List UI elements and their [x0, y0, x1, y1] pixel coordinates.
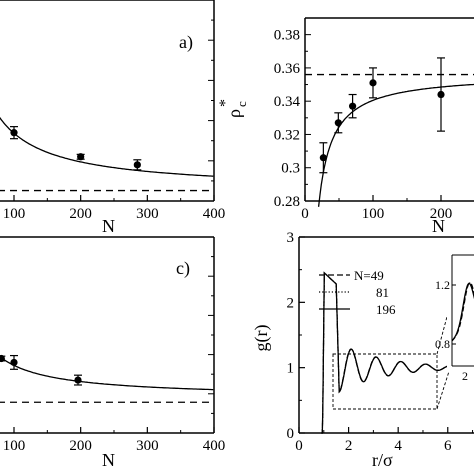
panel-b-ylabel: ρ c *	[217, 99, 249, 118]
a-xtick-label-400: 400	[203, 206, 226, 222]
panel-c-fit-curve	[0, 355, 214, 391]
b-ytick-label-0.38: 0.38	[274, 28, 300, 44]
c-xtick-label-300: 300	[136, 438, 159, 454]
b-xtick-label-0: 0	[301, 206, 309, 222]
d-xtick-label-4: 4	[394, 438, 402, 454]
b-ytick-label-0.36: 0.36	[274, 61, 301, 77]
a-xtick-label-100: 100	[3, 206, 26, 222]
legend-label-n81: 81	[376, 285, 389, 300]
a-xtick-label-300: 300	[136, 206, 159, 222]
legend-label-n49: N=49	[354, 268, 384, 283]
c-point-1	[0, 354, 5, 363]
c-point-2	[10, 358, 18, 367]
b-point-4	[437, 90, 445, 99]
a-point-1	[77, 153, 85, 161]
c-xtick-label-200: 200	[69, 438, 92, 454]
c-xtick-label-100: 100	[3, 438, 26, 454]
panel-a-fit-curve	[0, 116, 214, 177]
b-ytick-label-0.34: 0.34	[274, 94, 301, 110]
d-xtick-label-2: 2	[345, 438, 353, 454]
panel-d-inset-ytick-label-high: 1.2	[435, 278, 450, 292]
panel-c: 100 200 300 400 c) N	[0, 236, 226, 470]
panel-c-tag: c)	[176, 258, 190, 279]
d-ytick-label-2: 2	[287, 295, 295, 311]
panel-b-ylabel-sub: c	[234, 101, 249, 107]
d-ytick-label-1: 1	[287, 361, 295, 377]
b-xtick-label-200: 200	[430, 206, 453, 222]
panel-d-inset-ytick-label-low: 0.8	[435, 337, 450, 351]
a-xtick-label-200: 200	[69, 206, 92, 222]
b-point-2	[349, 102, 357, 110]
panel-a-xlabel: N	[102, 216, 115, 236]
panel-d: 0 2 4 6 0 1 2 3 1.2 0.8 2 N=49 81	[251, 230, 474, 470]
b-point-1	[334, 119, 342, 127]
b-point-0	[319, 154, 327, 162]
b-ytick-label-0.32: 0.32	[274, 127, 300, 143]
panel-b-ylabel-sup: *	[217, 99, 234, 107]
b-xtick-label-100: 100	[362, 206, 385, 222]
panel-b-xlabel: N	[432, 216, 445, 236]
panel-b: 0 100 200 0.28 0.3 0.32 0.34 0.36 0.38 N ρ c *	[217, 17, 474, 236]
panel-d-legend: N=49 81 196	[319, 268, 396, 317]
panel-c-xlabel: N	[102, 450, 115, 470]
panel-b-ylabel-rho: ρ	[224, 109, 244, 118]
b-point-3	[369, 79, 377, 87]
b-ytick-label-0.3: 0.3	[281, 161, 300, 177]
panel-d-inset-background	[447, 255, 474, 371]
c-xtick-label-400: 400	[203, 438, 226, 454]
d-ytick-label-0: 0	[287, 426, 295, 442]
legend-label-n196: 196	[376, 302, 396, 317]
panel-d-zoom-box	[332, 353, 438, 410]
panel-d-ylabel: g(r)	[251, 325, 272, 352]
panel-a: 100 200 300 400 a) N	[0, 0, 225, 236]
a-point-0	[10, 129, 18, 137]
a-point-2	[133, 161, 141, 169]
panel-a-tag: a)	[179, 32, 193, 53]
d-ytick-label-3: 3	[287, 230, 295, 246]
d-xtick-label-6: 6	[444, 438, 452, 454]
panel-b-fit-curve	[317, 83, 474, 207]
panel-d-inset-xtick-label: 2	[462, 369, 468, 383]
panel-d-inset: 1.2 0.8 2	[435, 254, 474, 383]
panel-d-inset-curve-n196	[451, 282, 474, 342]
panel-d-xlabel: r/σ	[372, 450, 393, 470]
d-xtick-label-0: 0	[295, 438, 303, 454]
c-point-3	[74, 376, 82, 384]
b-ytick-label-0.28: 0.28	[274, 194, 300, 210]
